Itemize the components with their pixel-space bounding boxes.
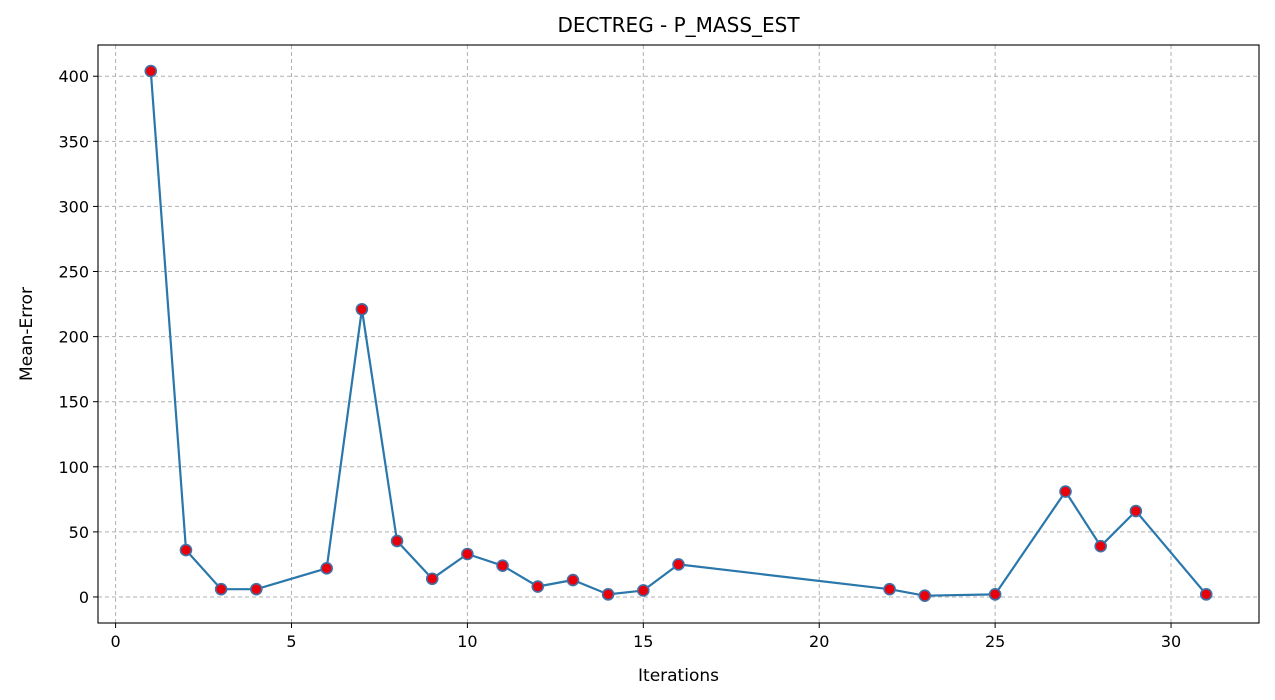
- data-point: [918, 589, 932, 602]
- data-point: [637, 584, 650, 597]
- y-tick-label: 300: [58, 197, 89, 216]
- data-point: [461, 547, 474, 561]
- data-point: [531, 580, 545, 593]
- data-point: [1129, 504, 1143, 518]
- y-tick-label: 100: [58, 458, 89, 477]
- data-point: [566, 573, 580, 587]
- y-tick-label: 0: [79, 588, 89, 607]
- x-tick-label: 10: [457, 632, 477, 651]
- plot-area-frame: [97, 44, 1260, 624]
- data-point: [390, 534, 404, 548]
- data-point: [144, 64, 158, 78]
- y-tick-label: 50: [69, 523, 89, 542]
- data-point: [355, 302, 369, 316]
- y-tick-label: 350: [58, 132, 89, 151]
- data-point: [1094, 539, 1107, 553]
- x-tick-label: 25: [985, 632, 1005, 651]
- grid-layer: [98, 45, 1259, 623]
- x-axis-label: Iterations: [638, 666, 719, 686]
- data-point: [496, 559, 509, 573]
- y-axis-label: Mean-Error: [17, 287, 37, 381]
- data-point: [988, 588, 1002, 601]
- x-tick-label: 0: [110, 632, 120, 651]
- data-point: [1199, 588, 1213, 601]
- x-tick-label: 20: [809, 632, 829, 651]
- data-point: [214, 582, 228, 596]
- y-tick-label: 150: [58, 393, 89, 412]
- series-line: [149, 70, 1208, 597]
- data-point: [601, 588, 615, 601]
- data-point: [179, 543, 193, 557]
- data-point: [250, 582, 263, 596]
- x-tick-label: 15: [633, 632, 653, 651]
- chart-title: DECTREG - P_MASS_EST: [557, 13, 800, 37]
- data-point: [1059, 485, 1072, 498]
- x-tick-label: 30: [1161, 632, 1181, 651]
- data-point: [672, 558, 685, 571]
- y-tick-label: 400: [58, 67, 89, 86]
- series-layer: [144, 64, 1213, 602]
- data-point: [320, 562, 333, 575]
- y-tick-label: 250: [58, 263, 89, 282]
- data-point: [425, 572, 439, 586]
- x-tick-label: 5: [286, 632, 296, 651]
- data-point: [883, 582, 896, 596]
- y-tick-label: 200: [58, 328, 89, 347]
